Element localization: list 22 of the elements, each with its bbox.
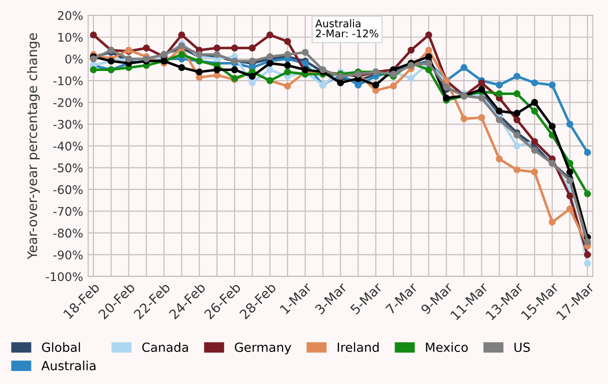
legend-label: Ireland xyxy=(338,342,379,352)
y-tick-label: -30% xyxy=(53,120,83,129)
y-tick-label: -100% xyxy=(46,272,83,282)
y-tick-label: -40% xyxy=(53,142,83,151)
legend-label: US xyxy=(514,342,530,352)
y-tick-label: -80% xyxy=(53,228,83,238)
legend-label: Global xyxy=(42,342,80,352)
legend-label: Canada xyxy=(142,342,188,352)
legend-label: Germany xyxy=(234,342,292,354)
y-tick-label: 10% xyxy=(58,32,83,42)
legend-label: Mexico xyxy=(426,342,468,352)
y-tick-label: -50% xyxy=(53,163,83,172)
annotation: Australia 2-Mar: -12% xyxy=(315,19,378,38)
y-axis-title: Year-over-year percentage change xyxy=(26,33,40,260)
y-tick-label: 0% xyxy=(65,54,83,64)
y-tick-label: -60% xyxy=(53,185,83,194)
y-tick-label: -90% xyxy=(53,250,83,260)
y-tick-label: -10% xyxy=(53,76,83,86)
y-tick-label: -20% xyxy=(53,98,83,108)
legend-label: Australia xyxy=(41,360,96,370)
y-tick-label: -70% xyxy=(53,206,83,216)
y-tick-label: 20% xyxy=(58,11,83,20)
